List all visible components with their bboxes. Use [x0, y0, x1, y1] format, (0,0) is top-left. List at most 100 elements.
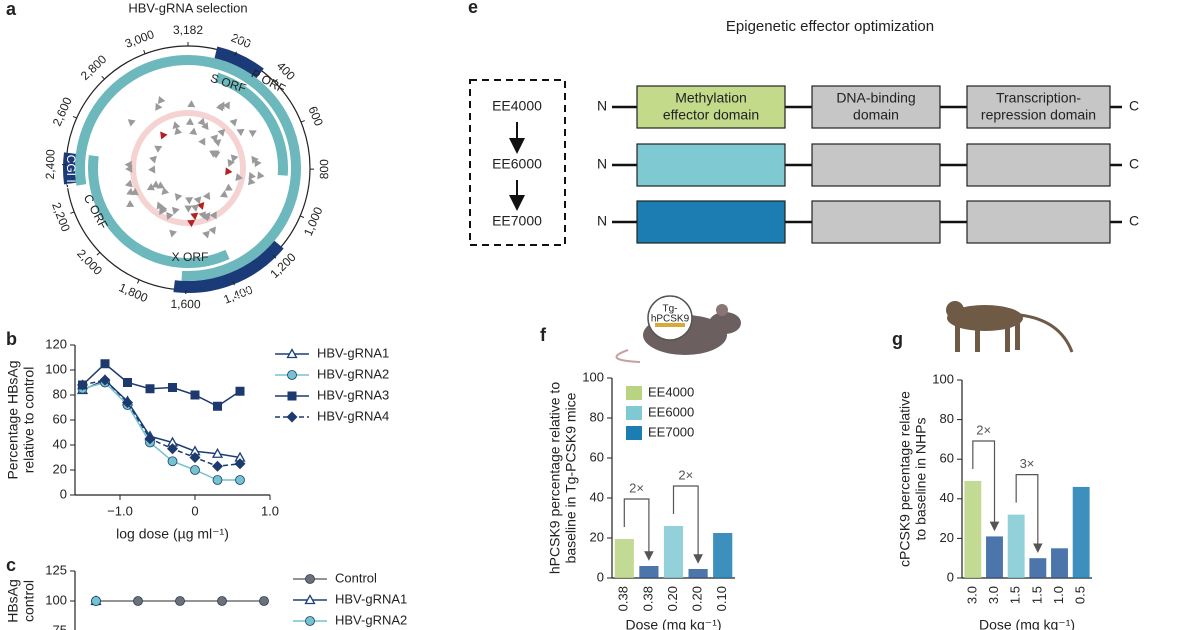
guide-glyph: [169, 229, 178, 238]
mouse-label: Tg-: [663, 304, 678, 315]
legend-swatch: [626, 386, 642, 400]
domain-box: [811, 200, 941, 244]
domain-label: repression domain: [981, 107, 1096, 123]
domain-label: domain: [853, 107, 899, 123]
y-axis-title: cPCSK9 percentage relative: [897, 391, 913, 567]
y-axis-title: to baseline in NHPs: [913, 418, 929, 541]
point: [190, 390, 200, 400]
y-tick-label: 125: [45, 562, 67, 577]
map-tick: [272, 255, 277, 259]
y-tick-label: 80: [940, 411, 954, 426]
x-tick-label: 0.10: [714, 586, 729, 611]
y-axis-title: hPCSK9 percentage relative to: [547, 382, 563, 574]
legend-marker: [286, 411, 298, 423]
bar: [1072, 486, 1090, 578]
variant-box: [469, 79, 566, 246]
orf-arc: [88, 155, 150, 259]
y-tick-label: 0: [60, 486, 67, 501]
map-tick: [72, 115, 77, 119]
legend-marker: [304, 594, 316, 605]
point: [122, 397, 133, 408]
guide-glyph: [257, 171, 265, 180]
map-tick: [137, 279, 140, 284]
domain-box: [636, 143, 786, 187]
y-tick-label: 60: [940, 451, 954, 466]
guide-glyph: [198, 211, 207, 220]
x-tick-label: 1.0: [1051, 586, 1066, 604]
cgi-arc: [63, 152, 76, 185]
orf-arc: [141, 247, 230, 268]
guide-glyph: [159, 206, 167, 215]
legend-marker: [305, 574, 315, 584]
domain-box: [966, 85, 1111, 129]
legend-label: EE4000: [648, 384, 694, 399]
legend-label: HBV-gRNA1: [317, 345, 389, 360]
point: [77, 379, 88, 391]
map-tick-label: 2,200: [49, 200, 73, 233]
y-tick-label: 80: [53, 386, 67, 401]
y-tick-label: 40: [940, 490, 954, 505]
domain-box: [811, 143, 941, 187]
guide-glyph: [157, 95, 166, 104]
guide-glyph: [217, 128, 226, 137]
x-tick-label: 3.0: [964, 586, 979, 604]
fold-bracket: [972, 440, 1000, 532]
map-tick: [299, 215, 305, 218]
region-label: CGI III: [64, 155, 78, 190]
x-tick-label: 0.20: [690, 586, 705, 611]
guide-glyph: [222, 101, 230, 110]
guide-glyph: [190, 212, 199, 221]
legend-label: Control: [335, 570, 377, 585]
guide-glyph: [236, 128, 245, 137]
fold-bracket: [623, 498, 654, 561]
x-tick-label: 1.5: [1008, 586, 1023, 604]
guide-glyph: [190, 204, 199, 212]
guide-glyph: [125, 164, 133, 173]
guide-glyph: [213, 139, 222, 147]
guide-glyph: [184, 205, 193, 213]
domain-box: [636, 200, 786, 244]
legend-label: HBV-gRNA3: [317, 387, 389, 402]
map-tick-label: 1,800: [117, 280, 150, 305]
guide-glyph: [247, 177, 256, 186]
series-line: [82, 379, 241, 468]
map-tick-label: 3,000: [123, 27, 156, 51]
domain-label: Transcription-: [996, 90, 1081, 106]
y-tick-label: 0: [597, 569, 604, 584]
guide-glyph: [189, 127, 198, 136]
guide-glyph: [202, 191, 211, 200]
bar: [663, 526, 684, 578]
guide-glyph: [248, 171, 256, 180]
y-tick-label: 40: [590, 489, 604, 504]
guide-glyph: [149, 155, 157, 164]
map-tick-label: 1,000: [301, 205, 326, 238]
map-tick: [274, 78, 278, 83]
c-terminus: C: [1129, 213, 1139, 229]
guide-glyph: [146, 183, 155, 191]
point: [168, 383, 177, 392]
map-tick: [232, 281, 235, 286]
point: [167, 443, 178, 455]
x-tick-label: 0.38: [616, 586, 631, 611]
guide-glyph: [166, 211, 174, 220]
guide-glyph: [171, 206, 180, 215]
guide-glyph: [185, 117, 194, 126]
point: [235, 386, 245, 396]
fold-label: 3×: [1020, 456, 1035, 471]
legend-label: HBV-gRNA4: [317, 408, 389, 423]
point: [211, 447, 224, 458]
y-tick-label: 100: [45, 592, 67, 607]
legend-label: HBV-gRNA2: [335, 612, 407, 627]
legend-label: HBV-gRNA1: [335, 591, 407, 606]
map-tick: [70, 211, 75, 214]
bar: [639, 566, 659, 578]
y-axis-title: baseline in Tg-PCSK9 mice: [563, 392, 579, 563]
guide-glyph: [160, 131, 168, 140]
legend-label: EE6000: [648, 404, 694, 419]
y-tick-label: 80: [590, 409, 604, 424]
n-terminus: N: [597, 213, 607, 229]
guide-glyph: [248, 130, 257, 138]
map-tick: [300, 120, 305, 123]
guide-glyph: [161, 187, 170, 195]
